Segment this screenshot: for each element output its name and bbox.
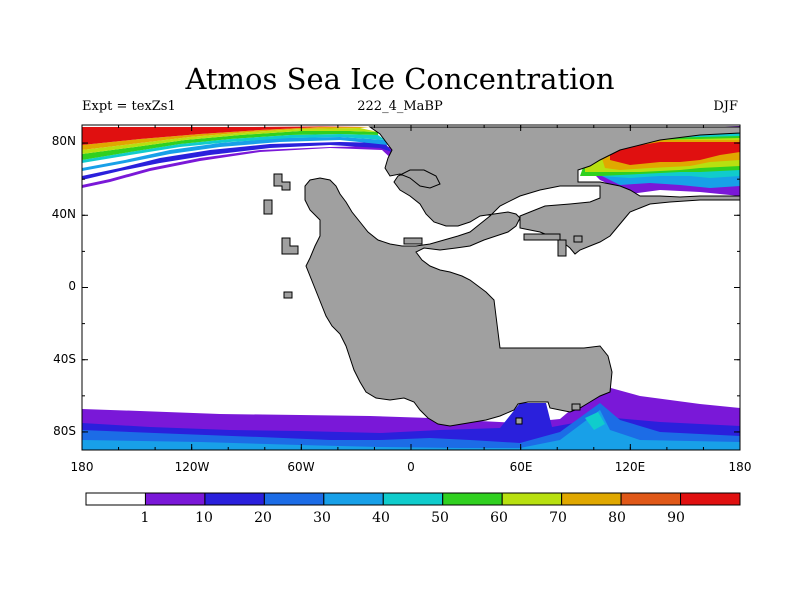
sea-ice-arctic-west-60	[82, 131, 378, 160]
colorbar-swatch	[263, 492, 325, 506]
land-island	[273, 173, 291, 191]
colorbar-label: 30	[313, 510, 331, 526]
x-tick-label: 0	[407, 460, 415, 474]
experiment-label: Expt = texZs1	[82, 99, 176, 114]
colorbar-swatch	[561, 492, 622, 506]
land-island	[573, 235, 583, 243]
land-island	[571, 403, 581, 411]
land-island	[515, 417, 523, 425]
y-tick-label: 80N	[51, 134, 76, 148]
x-tick-label: 180	[728, 460, 752, 474]
sea-ice-south-40	[82, 410, 740, 450]
colorbar-label: 10	[195, 510, 213, 526]
x-tick-label: 180	[70, 460, 94, 474]
axis-ticks	[81, 125, 741, 450]
land-island	[263, 199, 273, 215]
x-tick-label: 120W	[174, 460, 210, 474]
y-tick-label: 40N	[51, 207, 76, 221]
sea-ice-south-50	[585, 412, 605, 430]
sea-ice-arctic-east-90	[610, 142, 740, 165]
colorbar-swatch	[85, 492, 146, 506]
colorbar-swatch	[204, 492, 265, 506]
colorbar-label: 60	[490, 510, 508, 526]
land-island	[281, 237, 299, 255]
colorbar-label: 1	[140, 510, 150, 526]
colorbar-swatch	[382, 492, 444, 506]
period-label: 222_4_MaBP	[357, 99, 443, 114]
x-tick-label: 120E	[614, 460, 646, 474]
colorbar-swatch	[680, 492, 741, 506]
land-island	[283, 291, 293, 299]
colorbar-swatch	[442, 492, 503, 506]
x-tick-label: 60E	[509, 460, 533, 474]
colorbar-label: 70	[549, 510, 567, 526]
colorbar	[85, 492, 741, 506]
land-mask	[263, 126, 741, 427]
land-island	[523, 233, 561, 241]
land-island	[557, 239, 567, 257]
y-tick-label: 80S	[53, 424, 76, 438]
colorbar-label: 20	[254, 510, 272, 526]
colorbar-label: 50	[431, 510, 449, 526]
plot-title: Atmos Sea Ice Concentration	[185, 62, 615, 96]
sea-ice-arctic-west-70	[82, 128, 378, 154]
land-island	[403, 237, 423, 245]
x-tick-label: 60W	[287, 460, 315, 474]
colorbar-label: 40	[372, 510, 390, 526]
y-tick-label: 40S	[53, 352, 76, 366]
colorbar-swatch	[144, 492, 206, 506]
sea-ice-arctic-west-10	[82, 142, 392, 180]
colorbar-swatch	[620, 492, 682, 506]
colorbar-label: 80	[608, 510, 626, 526]
colorbar-swatch	[501, 492, 563, 506]
sea-ice-arctic-west-50	[82, 134, 385, 163]
land-north	[304, 126, 741, 427]
colorbar-swatch	[323, 492, 384, 506]
season-label: DJF	[713, 99, 738, 114]
y-tick-label: 0	[68, 279, 76, 293]
sea-ice-arctic-west-90	[82, 126, 370, 145]
sea-ice-arctic-west-30	[82, 137, 388, 171]
colorbar-label: 90	[667, 510, 685, 526]
